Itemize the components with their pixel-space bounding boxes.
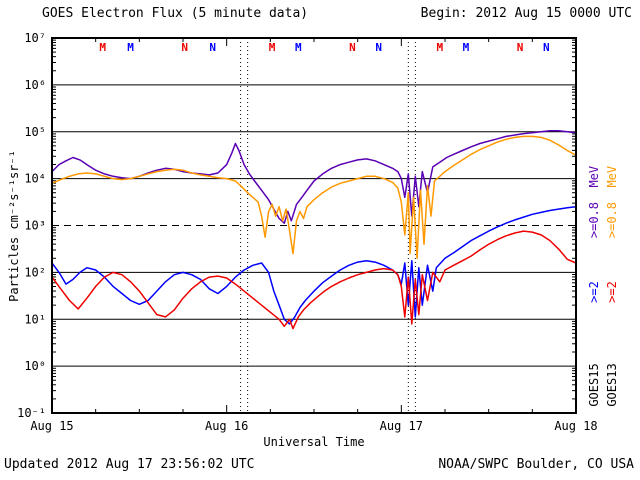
x-axis-title: Universal Time [263,435,364,449]
satellite-marker-m: M [436,41,443,54]
plot-frame [51,37,577,414]
satellite-marker-n: N [375,41,382,54]
satellite-marker-n: N [517,41,524,54]
y-tick-label: 10¹ [24,312,46,326]
legend-goes13-e2: >=2 [605,281,619,303]
series-goes13-0-8-mev [51,135,577,260]
satellite-marker-m: M [127,41,134,54]
series-goes13-2-mev [51,230,577,330]
satellite-marker-m: M [463,41,470,54]
x-tick-label: Aug 17 [380,419,423,433]
legend-goes13-e08: >=0.8 MeV [605,165,619,239]
y-tick-label: 10⁷ [24,31,46,45]
y-tick-label: 10⁶ [24,78,46,92]
satellite-marker-m: M [295,41,302,54]
y-axis-title: Particles cm⁻²s⁻¹sr⁻¹ [7,150,21,302]
series-goes15-0-8-mev [51,130,577,224]
begin-time: Begin: 2012 Aug 15 0000 UTC [420,6,632,21]
y-tick-label: 10³ [24,219,46,233]
credit-text: NOAA/SWPC Boulder, CO USA [438,457,634,472]
y-tick-label: 10⁰ [24,359,46,373]
series-goes15-2-mev [51,205,577,325]
y-tick-label: 10⁴ [24,172,46,186]
plot-title: GOES Electron Flux (5 minute data) [42,6,309,21]
satellite-marker-n: N [209,41,216,54]
y-tick-label: 10² [24,265,46,279]
legend-goes15-e2: >=2 [587,281,601,303]
x-tick-label: Aug 15 [30,419,73,433]
satellite-marker-n: N [181,41,188,54]
satellite-marker-n: N [543,41,550,54]
satellite-marker-m: M [269,41,276,54]
updated-time: Updated 2012 Aug 17 23:56:02 UTC [4,457,255,472]
y-tick-label: 10⁵ [24,125,46,139]
satellite-marker-m: M [99,41,106,54]
legend-goes15-e08: >=0.8 MeV [587,165,601,239]
x-tick-label: Aug 16 [205,419,248,433]
satellite-marker-n: N [349,41,356,54]
legend-goes15-label: GOES15 [587,363,601,407]
x-tick-label: Aug 18 [554,419,597,433]
y-tick-label: 10⁻¹ [17,406,46,420]
legend-goes13-label: GOES13 [605,363,619,407]
